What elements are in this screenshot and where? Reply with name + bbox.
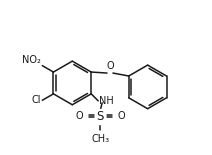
- Text: S: S: [96, 110, 104, 123]
- Text: O: O: [117, 111, 125, 121]
- Text: CH₃: CH₃: [91, 134, 109, 144]
- Text: NO₂: NO₂: [22, 55, 41, 65]
- Text: O: O: [76, 111, 83, 121]
- Text: NH: NH: [99, 96, 114, 106]
- Text: Cl: Cl: [32, 95, 41, 105]
- Text: O: O: [106, 61, 114, 71]
